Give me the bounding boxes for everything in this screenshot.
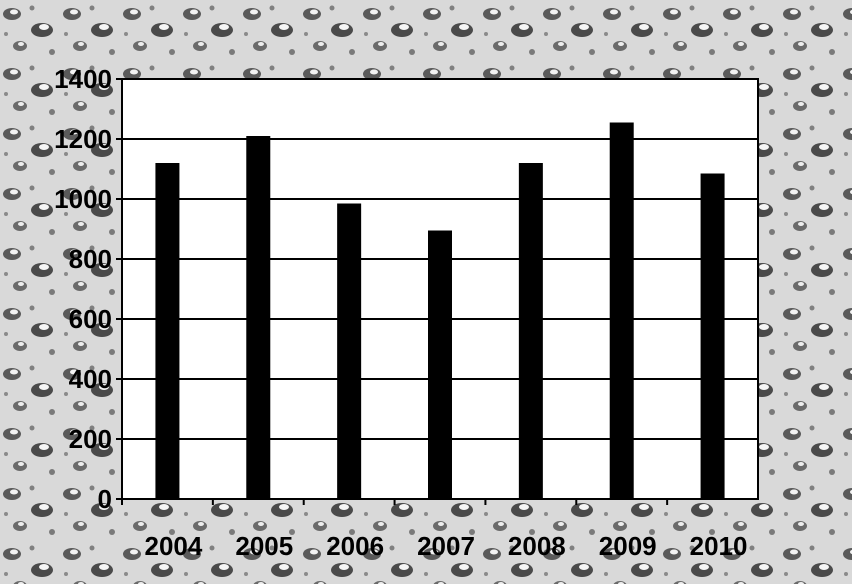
bar-2005 (246, 136, 271, 499)
bar-2008 (518, 163, 543, 499)
bar-2004 (155, 163, 180, 499)
y-tick-label: 400 (69, 364, 112, 394)
x-tick-label: 2007 (417, 531, 475, 561)
x-tick-label: 2010 (690, 531, 748, 561)
y-tick-label: 1000 (54, 184, 112, 214)
bar-2007 (428, 230, 452, 499)
y-axis-tick-labels: 0 200 400 600 800 1000 1200 1400 (54, 64, 112, 514)
bar-2010 (700, 173, 725, 499)
bar-2006 (337, 203, 362, 499)
x-tick-label: 2004 (145, 531, 203, 561)
bar-2009 (609, 122, 634, 499)
x-axis-tick-labels: 2004 2005 2006 2007 2008 2009 2010 (145, 531, 748, 561)
y-tick-label: 1200 (54, 124, 112, 154)
x-tick-label: 2006 (326, 531, 384, 561)
bars (155, 122, 725, 499)
y-tick-label: 800 (69, 244, 112, 274)
x-tick-label: 2008 (508, 531, 566, 561)
x-tick-label: 2005 (235, 531, 293, 561)
y-tick-label: 0 (98, 484, 112, 514)
plot-border (121, 78, 759, 500)
y-tick-label: 1400 (54, 64, 112, 94)
y-tick-label: 200 (69, 424, 112, 454)
x-tick-label: 2009 (599, 531, 657, 561)
y-tick-label: 600 (69, 304, 112, 334)
